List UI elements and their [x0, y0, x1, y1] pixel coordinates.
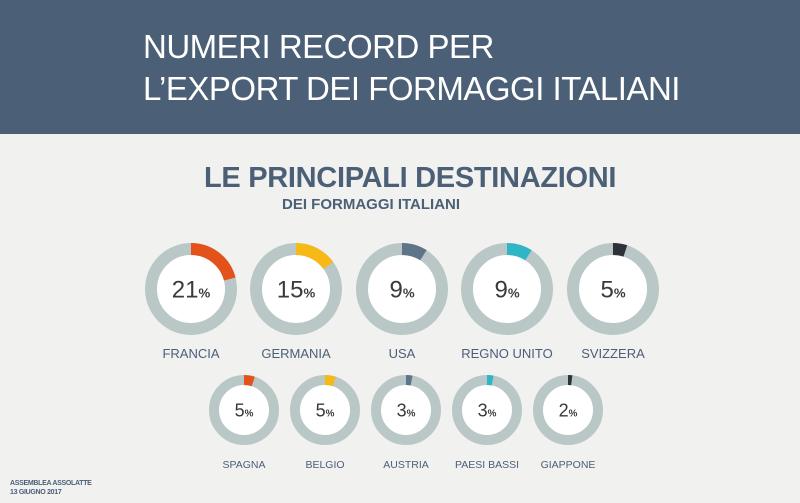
donut-arc-austria	[405, 374, 413, 386]
donut-arc-spagna	[243, 375, 255, 387]
category-label-usa: USA	[389, 346, 416, 361]
donut-francia: 21% FRANCIA	[145, 243, 237, 361]
donut-paesi-bassi: 3%PAESI BASSI	[452, 374, 522, 471]
donut-arc-paesi-bassi	[486, 374, 494, 386]
category-label-germania: GERMANIA	[261, 346, 331, 361]
category-label-svizzera: SVIZZERA	[581, 346, 645, 361]
donut-arc-regno-unito	[506, 243, 532, 261]
donut-arc-germania	[295, 243, 334, 270]
category-label-giappone: GIAPPONE	[541, 459, 596, 471]
footer-line-1: ASSEMBLEA ASSOLATTE	[10, 480, 92, 487]
donut-arc-usa	[401, 243, 427, 261]
donut-svizzera: 5%SVIZZERA	[567, 243, 659, 361]
footer-source: ASSEMBLEA ASSOLATTE 13 GIUGNO 2017	[10, 479, 92, 497]
main-title-line-1: NUMERI RECORD PER	[143, 28, 494, 65]
header-banner: NUMERI RECORD PER L’EXPORT DEI FORMAGGI …	[0, 0, 800, 134]
donut-usa: 9%USA	[356, 243, 448, 361]
value-label-francia: 21%	[172, 277, 211, 304]
category-label-paesi-bassi: PAESI BASSI	[455, 459, 519, 471]
donut-germania: 15%GERMANIA	[250, 243, 342, 361]
chart-subtitle: DEI FORMAGGI ITALIANI	[282, 196, 461, 213]
category-label-belgio: BELGIO	[305, 459, 344, 471]
donut-arc-francia	[190, 243, 236, 281]
donut-giappone: 2%GIAPPONE	[533, 375, 603, 471]
category-label-spagna: SPAGNA	[223, 459, 266, 471]
chart-title: LE PRINCIPALI DESTINAZIONI	[204, 162, 617, 194]
footer-line-2: 13 GIUGNO 2017	[10, 489, 62, 496]
main-title-line-2: L’EXPORT DEI FORMAGGI ITALIANI	[143, 70, 680, 107]
donut-arc-belgio	[324, 375, 336, 387]
donut-spagna: 5%SPAGNA	[209, 375, 279, 471]
category-label-francia: FRANCIA	[162, 346, 219, 361]
donut-arc-svizzera	[612, 243, 628, 257]
category-label-austria: AUSTRIA	[383, 459, 429, 471]
donut-austria: 3%AUSTRIA	[371, 374, 441, 471]
donut-regno-unito: 9%REGNO UNITO	[461, 243, 553, 361]
donut-belgio: 5%BELGIO	[290, 375, 360, 471]
category-label-regno-unito: REGNO UNITO	[461, 346, 553, 361]
